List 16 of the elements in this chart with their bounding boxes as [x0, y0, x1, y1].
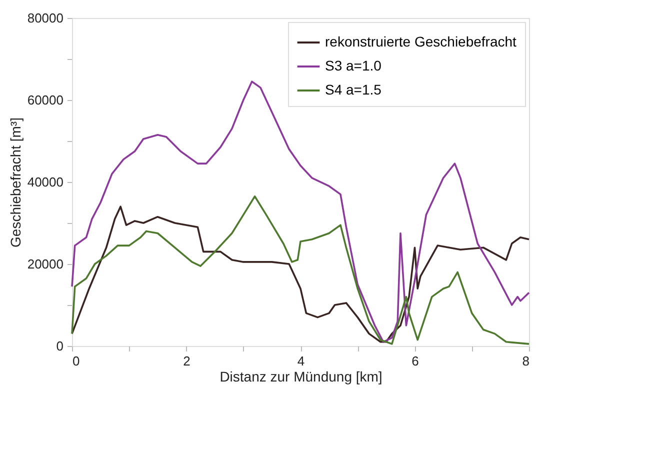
x-tick-label: 0: [72, 354, 80, 368]
x-tick-label: 4: [297, 354, 305, 368]
y-axis-title: Geschiebefracht [m³]: [7, 118, 24, 248]
legend-label: S4 a=1.5: [325, 82, 382, 98]
x-axis-title: Distanz zur Mündung [km]: [220, 368, 382, 384]
x-tick-label: 2: [183, 354, 190, 368]
y-tick-label: 20000: [27, 256, 64, 272]
x-tick-label: 6: [412, 354, 419, 368]
y-tick-label: 0: [56, 338, 64, 354]
legend-label: S3 a=1.0: [325, 58, 382, 74]
x-tick-label: 8: [522, 354, 530, 368]
y-tick-label: 60000: [27, 92, 64, 108]
line-series: [71, 80, 530, 343]
y-tick-label: 40000: [27, 174, 64, 190]
legend-label: rekonstruierte Geschiebefracht: [325, 34, 517, 50]
y-tick-label: 80000: [27, 10, 64, 26]
